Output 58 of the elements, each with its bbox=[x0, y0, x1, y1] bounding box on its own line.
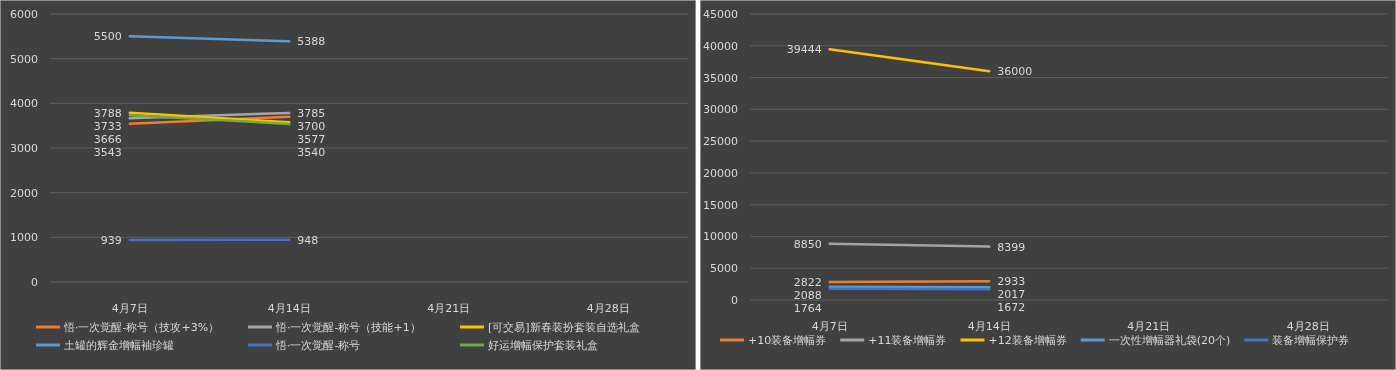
y-tick-label: 0 bbox=[31, 276, 38, 289]
legend-label: 装备增幅保护券 bbox=[1272, 334, 1350, 347]
data-label: 8399 bbox=[997, 240, 1026, 254]
legend-label: 悟·一次觉醒-称号（技攻+3%） bbox=[63, 321, 220, 334]
data-label: 1672 bbox=[997, 301, 1026, 315]
y-tick-label: 0 bbox=[731, 294, 738, 307]
data-label: 2017 bbox=[997, 288, 1026, 302]
y-tick-label: 3000 bbox=[10, 142, 38, 155]
data-label: 3666 bbox=[93, 132, 122, 146]
x-tick-label: 4月7日 bbox=[811, 320, 848, 333]
data-label: 3700 bbox=[297, 119, 326, 133]
data-label: 3577 bbox=[297, 132, 326, 146]
legend-label: 悟·一次觉醒-称号 bbox=[275, 339, 361, 352]
data-label: 36000 bbox=[997, 65, 1033, 79]
legend-label: 悟·一次觉醒-称号（技能+1） bbox=[275, 321, 421, 334]
y-tick-label: 6000 bbox=[10, 8, 38, 21]
legend-label: +12装备增幅券 bbox=[988, 334, 1067, 347]
x-tick-label: 4月21日 bbox=[427, 302, 471, 315]
legend-label: [可交易]新春装扮套装自选礼盒 bbox=[488, 321, 640, 334]
data-label: 39444 bbox=[786, 43, 822, 57]
y-tick-label: 25000 bbox=[703, 135, 738, 149]
data-label: 8850 bbox=[793, 237, 822, 251]
data-label: 2933 bbox=[997, 275, 1026, 289]
x-tick-label: 4月14日 bbox=[267, 302, 311, 315]
data-label: 1764 bbox=[793, 302, 822, 316]
data-label: 2088 bbox=[793, 289, 822, 303]
data-label: 5500 bbox=[93, 30, 122, 44]
x-tick-label: 4月28日 bbox=[1286, 320, 1330, 333]
y-tick-label: 5000 bbox=[710, 262, 738, 276]
y-tick-label: 2000 bbox=[10, 186, 38, 200]
data-label: 939 bbox=[100, 234, 122, 248]
data-label: 2822 bbox=[793, 276, 822, 290]
data-label: 3543 bbox=[93, 145, 122, 159]
legend-label: +11装备增幅券 bbox=[868, 334, 947, 347]
y-tick-label: 40000 bbox=[703, 39, 738, 53]
x-tick-label: 4月14日 bbox=[967, 320, 1011, 333]
data-label: 3785 bbox=[297, 106, 326, 120]
y-tick-label: 4000 bbox=[10, 97, 38, 111]
legend-label: 好运增幅保护套装礼盒 bbox=[488, 339, 598, 352]
y-tick-label: 20000 bbox=[703, 166, 738, 180]
data-label: 5388 bbox=[297, 35, 326, 49]
x-tick-label: 4月7日 bbox=[111, 302, 148, 315]
data-label: 3540 bbox=[297, 145, 326, 159]
x-tick-label: 4月21日 bbox=[1127, 320, 1171, 333]
data-label: 948 bbox=[297, 233, 319, 247]
legend-label: +10装备增幅券 bbox=[748, 334, 827, 347]
y-tick-label: 5000 bbox=[10, 52, 38, 66]
data-label: 3733 bbox=[93, 119, 122, 133]
y-tick-label: 30000 bbox=[703, 103, 738, 117]
legend-label: 土罐的辉金增幅袖珍罐 bbox=[64, 339, 174, 352]
legend-label: 一次性增幅器礼袋(20个) bbox=[1108, 334, 1231, 347]
y-tick-label: 10000 bbox=[703, 230, 738, 244]
x-tick-label: 4月28日 bbox=[586, 302, 630, 315]
y-tick-label: 45000 bbox=[703, 8, 738, 21]
data-label: 3788 bbox=[93, 106, 122, 120]
y-tick-label: 35000 bbox=[703, 71, 738, 85]
y-tick-label: 1000 bbox=[10, 231, 38, 245]
y-tick-label: 15000 bbox=[703, 198, 738, 212]
